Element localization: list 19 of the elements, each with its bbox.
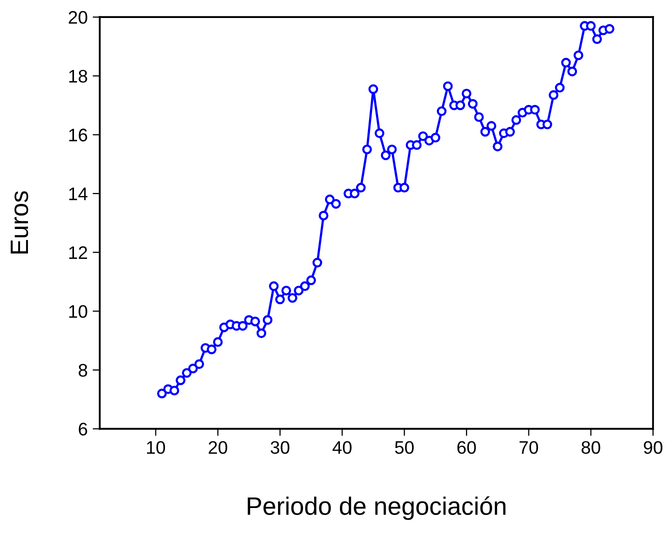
y-tick-label: 12 — [69, 246, 88, 259]
x-tick-label: 50 — [395, 441, 414, 454]
x-tick-label: 80 — [582, 441, 600, 454]
x-tick-label: 70 — [520, 441, 538, 454]
x-tick-label: 60 — [457, 441, 476, 454]
x-tick-label: 10 — [147, 441, 166, 454]
x-tick-label: 90 — [644, 441, 662, 454]
x-tick-label: 20 — [208, 441, 228, 454]
y-axis-title: Euros — [10, 191, 28, 254]
y-tick-label: 18 — [69, 70, 88, 83]
x-tick-label: 30 — [270, 441, 290, 454]
y-tick-label: 20 — [68, 11, 88, 24]
x-tick-label: 40 — [332, 441, 352, 454]
y-tick-label: 6 — [78, 422, 88, 436]
y-tick-label: 8 — [78, 364, 88, 377]
y-tick-label: 10 — [69, 305, 88, 318]
y-tick-label: 16 — [69, 128, 88, 142]
x-axis-title: Periodo de negociación — [248, 496, 506, 520]
y-tick-label: 14 — [69, 188, 88, 200]
